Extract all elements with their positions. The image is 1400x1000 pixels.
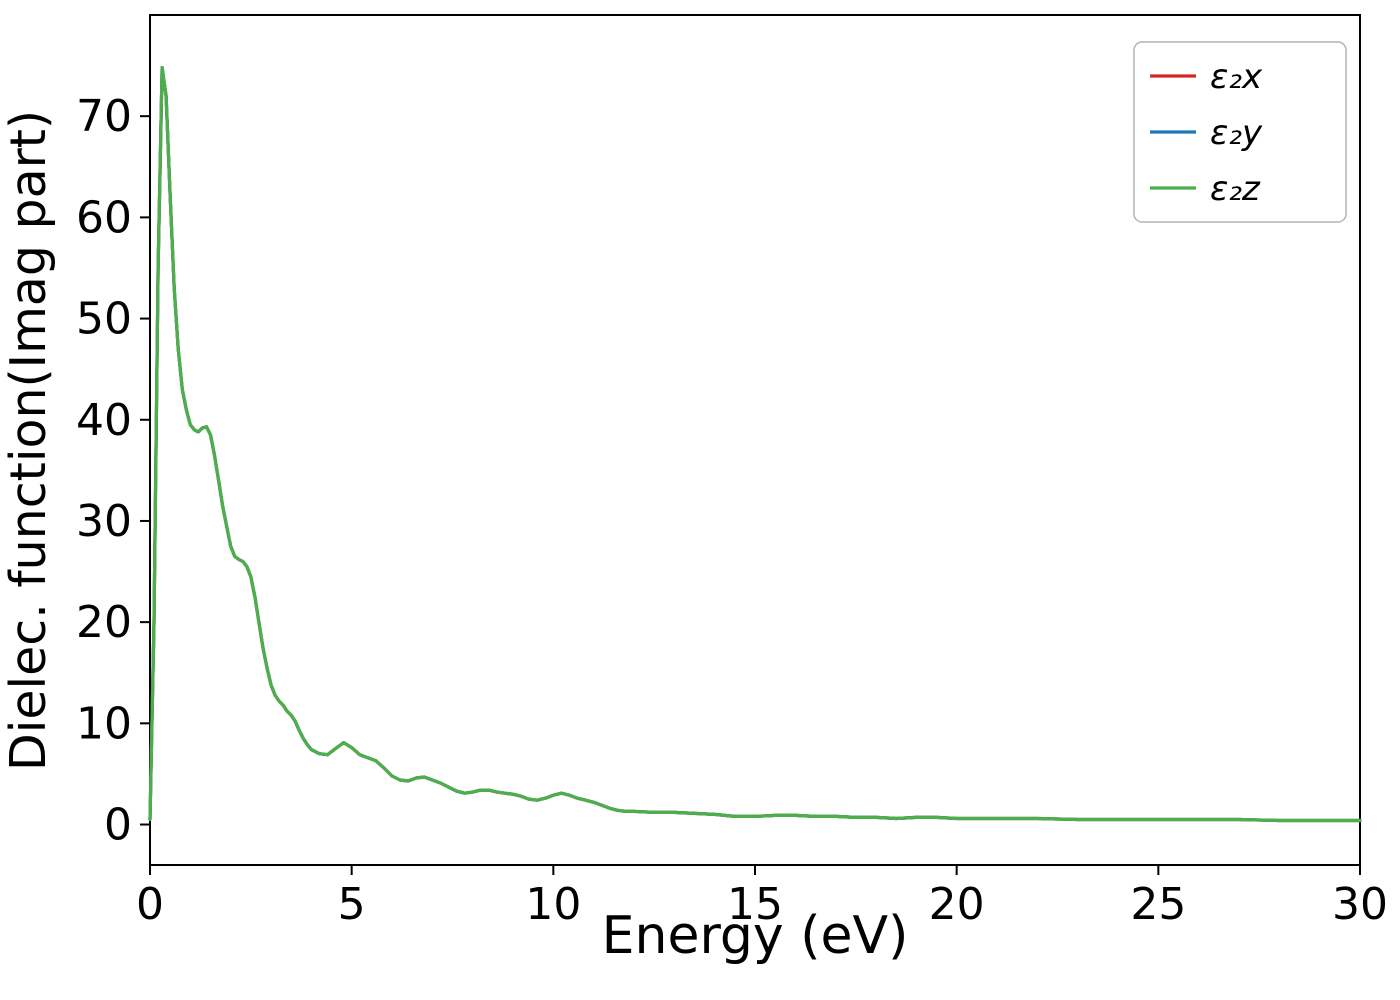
x-tick-label: 5 <box>338 879 366 930</box>
series-line-3 <box>148 65 1362 823</box>
x-axis-label: Energy (eV) <box>601 906 909 966</box>
x-tick-label: 20 <box>929 879 985 930</box>
legend-label-1: ε₂x <box>1210 57 1263 97</box>
x-tick-label: 10 <box>525 879 581 930</box>
y-tick-label: 50 <box>76 294 132 345</box>
y-tick-label: 10 <box>76 698 132 749</box>
y-tick-label: 40 <box>76 395 132 446</box>
x-tick-label: 30 <box>1332 879 1388 930</box>
y-tick-label: 30 <box>76 496 132 547</box>
y-tick-label: 70 <box>76 91 132 142</box>
x-tick-label: 0 <box>136 879 164 930</box>
legend-box <box>1133 41 1347 223</box>
y-tick-label: 20 <box>76 597 132 648</box>
legend-label-3: ε₂z <box>1210 169 1261 209</box>
legend-label-2: ε₂y <box>1210 113 1263 153</box>
y-axis-label: Dielec. function(Imag part) <box>0 109 57 771</box>
x-tick-label: 15 <box>727 879 783 930</box>
y-tick-label: 0 <box>104 800 132 851</box>
y-tick-label: 60 <box>76 192 132 243</box>
x-tick-label: 25 <box>1130 879 1186 930</box>
